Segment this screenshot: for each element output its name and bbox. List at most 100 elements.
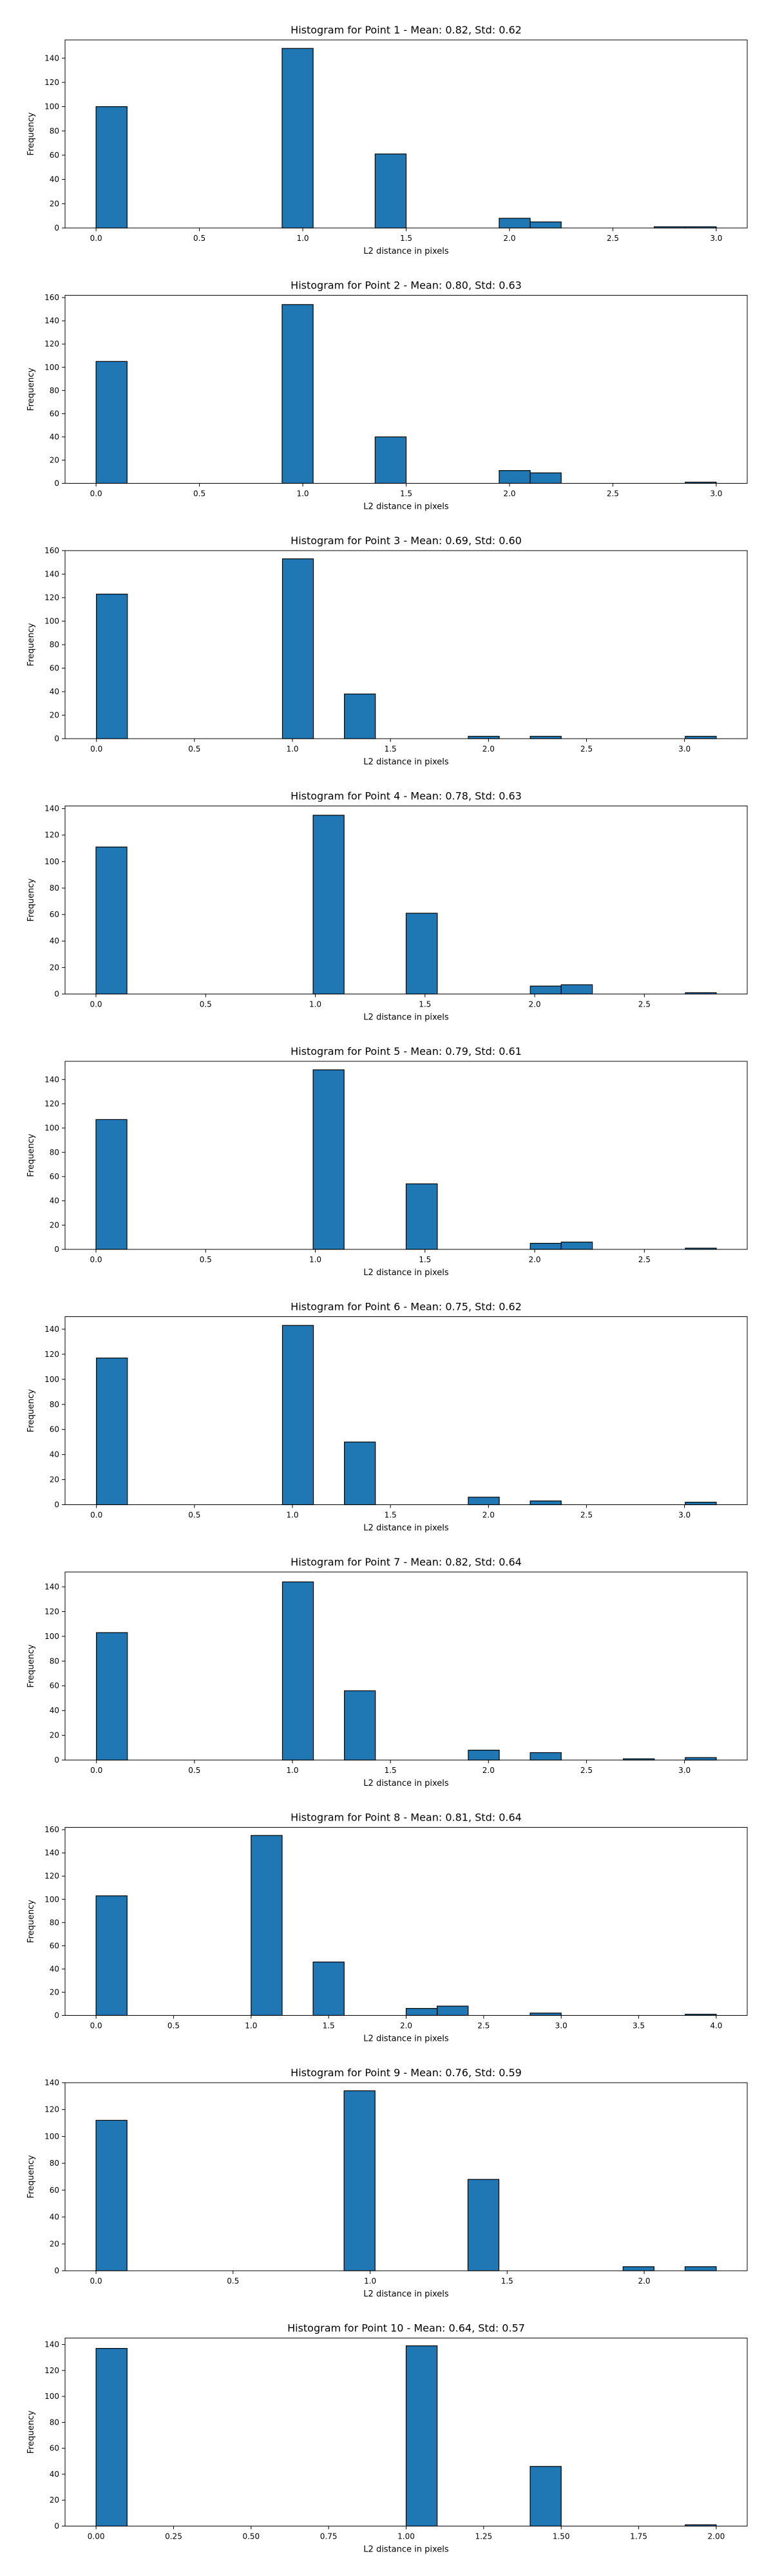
x-tick-label: 1.5 (419, 1000, 431, 1009)
y-tick-label: 80 (50, 1656, 59, 1665)
x-tick-label: 1.5 (385, 1766, 397, 1775)
x-tick-label: 0.5 (193, 234, 205, 243)
y-tick-label: 100 (44, 857, 59, 866)
x-tick-label: 1.5 (419, 1255, 431, 1264)
x-tick-label: 2.0 (528, 1000, 540, 1009)
x-tick-label: 3.0 (678, 744, 691, 753)
histogram-bar (95, 1119, 128, 1250)
x-tick-label: 0.0 (90, 2277, 102, 2286)
y-tick-label: 20 (50, 2239, 59, 2248)
y-tick-label: 140 (44, 2078, 59, 2087)
x-tick-label: 3.0 (710, 489, 722, 498)
histogram-bar (95, 1895, 128, 2016)
x-tick-label: 1.0 (309, 1000, 321, 1009)
y-tick-label: 40 (50, 432, 59, 441)
x-tick-label: 1.00 (397, 2532, 415, 2541)
histogram-chart-6: 0.0 0.5 1.0 1.5 2.0 2.5 3.0 0 20 40 60 80 100 120 140 H… (26, 1301, 748, 1533)
y-tick-label: 20 (50, 1220, 59, 1229)
y-tick-label: 20 (50, 711, 59, 720)
x-tick-label: 2.0 (400, 2022, 412, 2031)
chart-title: Histogram for Point 10 - Mean: 0.64, Std… (287, 2322, 525, 2334)
y-tick-label: 60 (50, 1941, 59, 1950)
x-tick-label: 0.5 (167, 2022, 180, 2031)
x-tick-label: 2.5 (477, 2022, 490, 2031)
y-tick-label: 120 (44, 831, 59, 840)
x-tick-label: 2.0 (482, 744, 495, 753)
y-tick-label: 20 (50, 1987, 59, 1996)
histogram-chart-8: 0.0 0.5 1.0 1.5 2.0 2.5 3.0 3.5 4.0 0 20 40 60 80 100 1… (26, 1812, 748, 2044)
histogram-bar (684, 2266, 717, 2271)
y-tick-label: 20 (50, 455, 59, 464)
x-tick-label: 1.5 (385, 744, 397, 753)
histogram-bar (96, 593, 128, 739)
y-tick-label: 140 (44, 53, 59, 62)
y-tick-label: 0 (54, 1501, 59, 1510)
plot-frame (64, 550, 748, 739)
x-tick-label: 3.5 (633, 2022, 645, 2031)
x-tick-label: 2.5 (580, 744, 593, 753)
x-tick-label: 1.5 (400, 489, 412, 498)
x-axis-label: L2 distance in pixels (363, 1013, 449, 1023)
histogram-bar (374, 436, 407, 484)
histogram-bar (468, 1497, 500, 1506)
x-tick-label: 0.0 (90, 1000, 102, 1009)
y-tick-label: 80 (50, 126, 59, 135)
y-tick-label: 100 (44, 1124, 59, 1133)
y-axis-label: Frequency (26, 623, 36, 666)
y-tick-label: 100 (44, 102, 59, 111)
y-tick-label: 140 (44, 804, 59, 813)
x-tick-label: 1.25 (475, 2532, 492, 2541)
y-axis-label: Frequency (26, 878, 36, 922)
y-tick-label: 120 (44, 2105, 59, 2114)
histogram-bar (405, 1183, 438, 1250)
histogram-bar (282, 558, 314, 739)
histogram-bar (344, 1441, 376, 1506)
x-axis-label: L2 distance in pixels (363, 1779, 449, 1788)
y-tick-label: 40 (50, 1197, 59, 1206)
histogram-bar (405, 913, 438, 995)
histogram-bar (312, 1961, 345, 2016)
x-tick-label: 1.5 (501, 2277, 513, 2286)
histogram-bar (251, 1835, 283, 2016)
y-tick-label: 140 (44, 1848, 59, 1857)
x-tick-label: 2.0 (482, 1511, 495, 1520)
x-tick-label: 4.0 (710, 2022, 722, 2031)
y-tick-label: 40 (50, 1964, 59, 1973)
x-tick-label: 0.5 (188, 1511, 200, 1520)
histogram-bar (499, 470, 531, 484)
y-tick-label: 140 (44, 570, 59, 579)
histogram-bar (95, 106, 128, 229)
y-tick-label: 80 (50, 884, 59, 893)
x-tick-label: 0.0 (90, 2022, 102, 2031)
x-tick-label: 2.5 (580, 1511, 593, 1520)
y-tick-label: 60 (50, 1172, 59, 1181)
x-tick-label: 2.0 (638, 2277, 650, 2286)
chart-title: Histogram for Point 4 - Mean: 0.78, Std:… (291, 790, 522, 802)
chart-title: Histogram for Point 8 - Mean: 0.81, Std:… (291, 1812, 522, 1824)
y-tick-label: 140 (44, 2340, 59, 2349)
y-tick-label: 0 (54, 1245, 59, 1254)
y-axis-label: Frequency (26, 112, 36, 155)
plot-frame (64, 1061, 748, 1250)
histogram-bar (560, 1242, 593, 1250)
x-tick-label: 0.5 (227, 2277, 239, 2286)
histogram-chart-3: 0.0 0.5 1.0 1.5 2.0 2.5 3.0 0 20 40 60 80 100 120 140 1… (26, 535, 748, 767)
y-tick-label: 60 (50, 1681, 59, 1690)
x-axis-label: L2 distance in pixels (363, 2289, 449, 2299)
histogram-chart-10: 0.00 0.25 0.50 0.75 1.00 1.25 1.50 1.75 2.00 0 20 4… (26, 2322, 748, 2555)
histogram-bar (530, 985, 562, 995)
y-tick-label: 160 (44, 1825, 59, 1834)
x-tick-label: 1.5 (400, 234, 412, 243)
y-tick-label: 20 (50, 963, 59, 972)
x-tick-label: 1.0 (286, 1511, 298, 1520)
y-tick-label: 160 (44, 293, 59, 302)
x-tick-label: 2.5 (638, 1255, 651, 1264)
histogram-bar (530, 1501, 562, 1506)
histogram-bar (530, 221, 562, 229)
x-tick-label: 1.0 (296, 234, 309, 243)
y-tick-label: 60 (50, 910, 59, 919)
chart-title: Histogram for Point 2 - Mean: 0.80, Std:… (291, 279, 522, 292)
y-tick-label: 120 (44, 1099, 59, 1108)
x-tick-label: 0.00 (88, 2532, 105, 2541)
x-axis-label: L2 distance in pixels (363, 247, 449, 256)
